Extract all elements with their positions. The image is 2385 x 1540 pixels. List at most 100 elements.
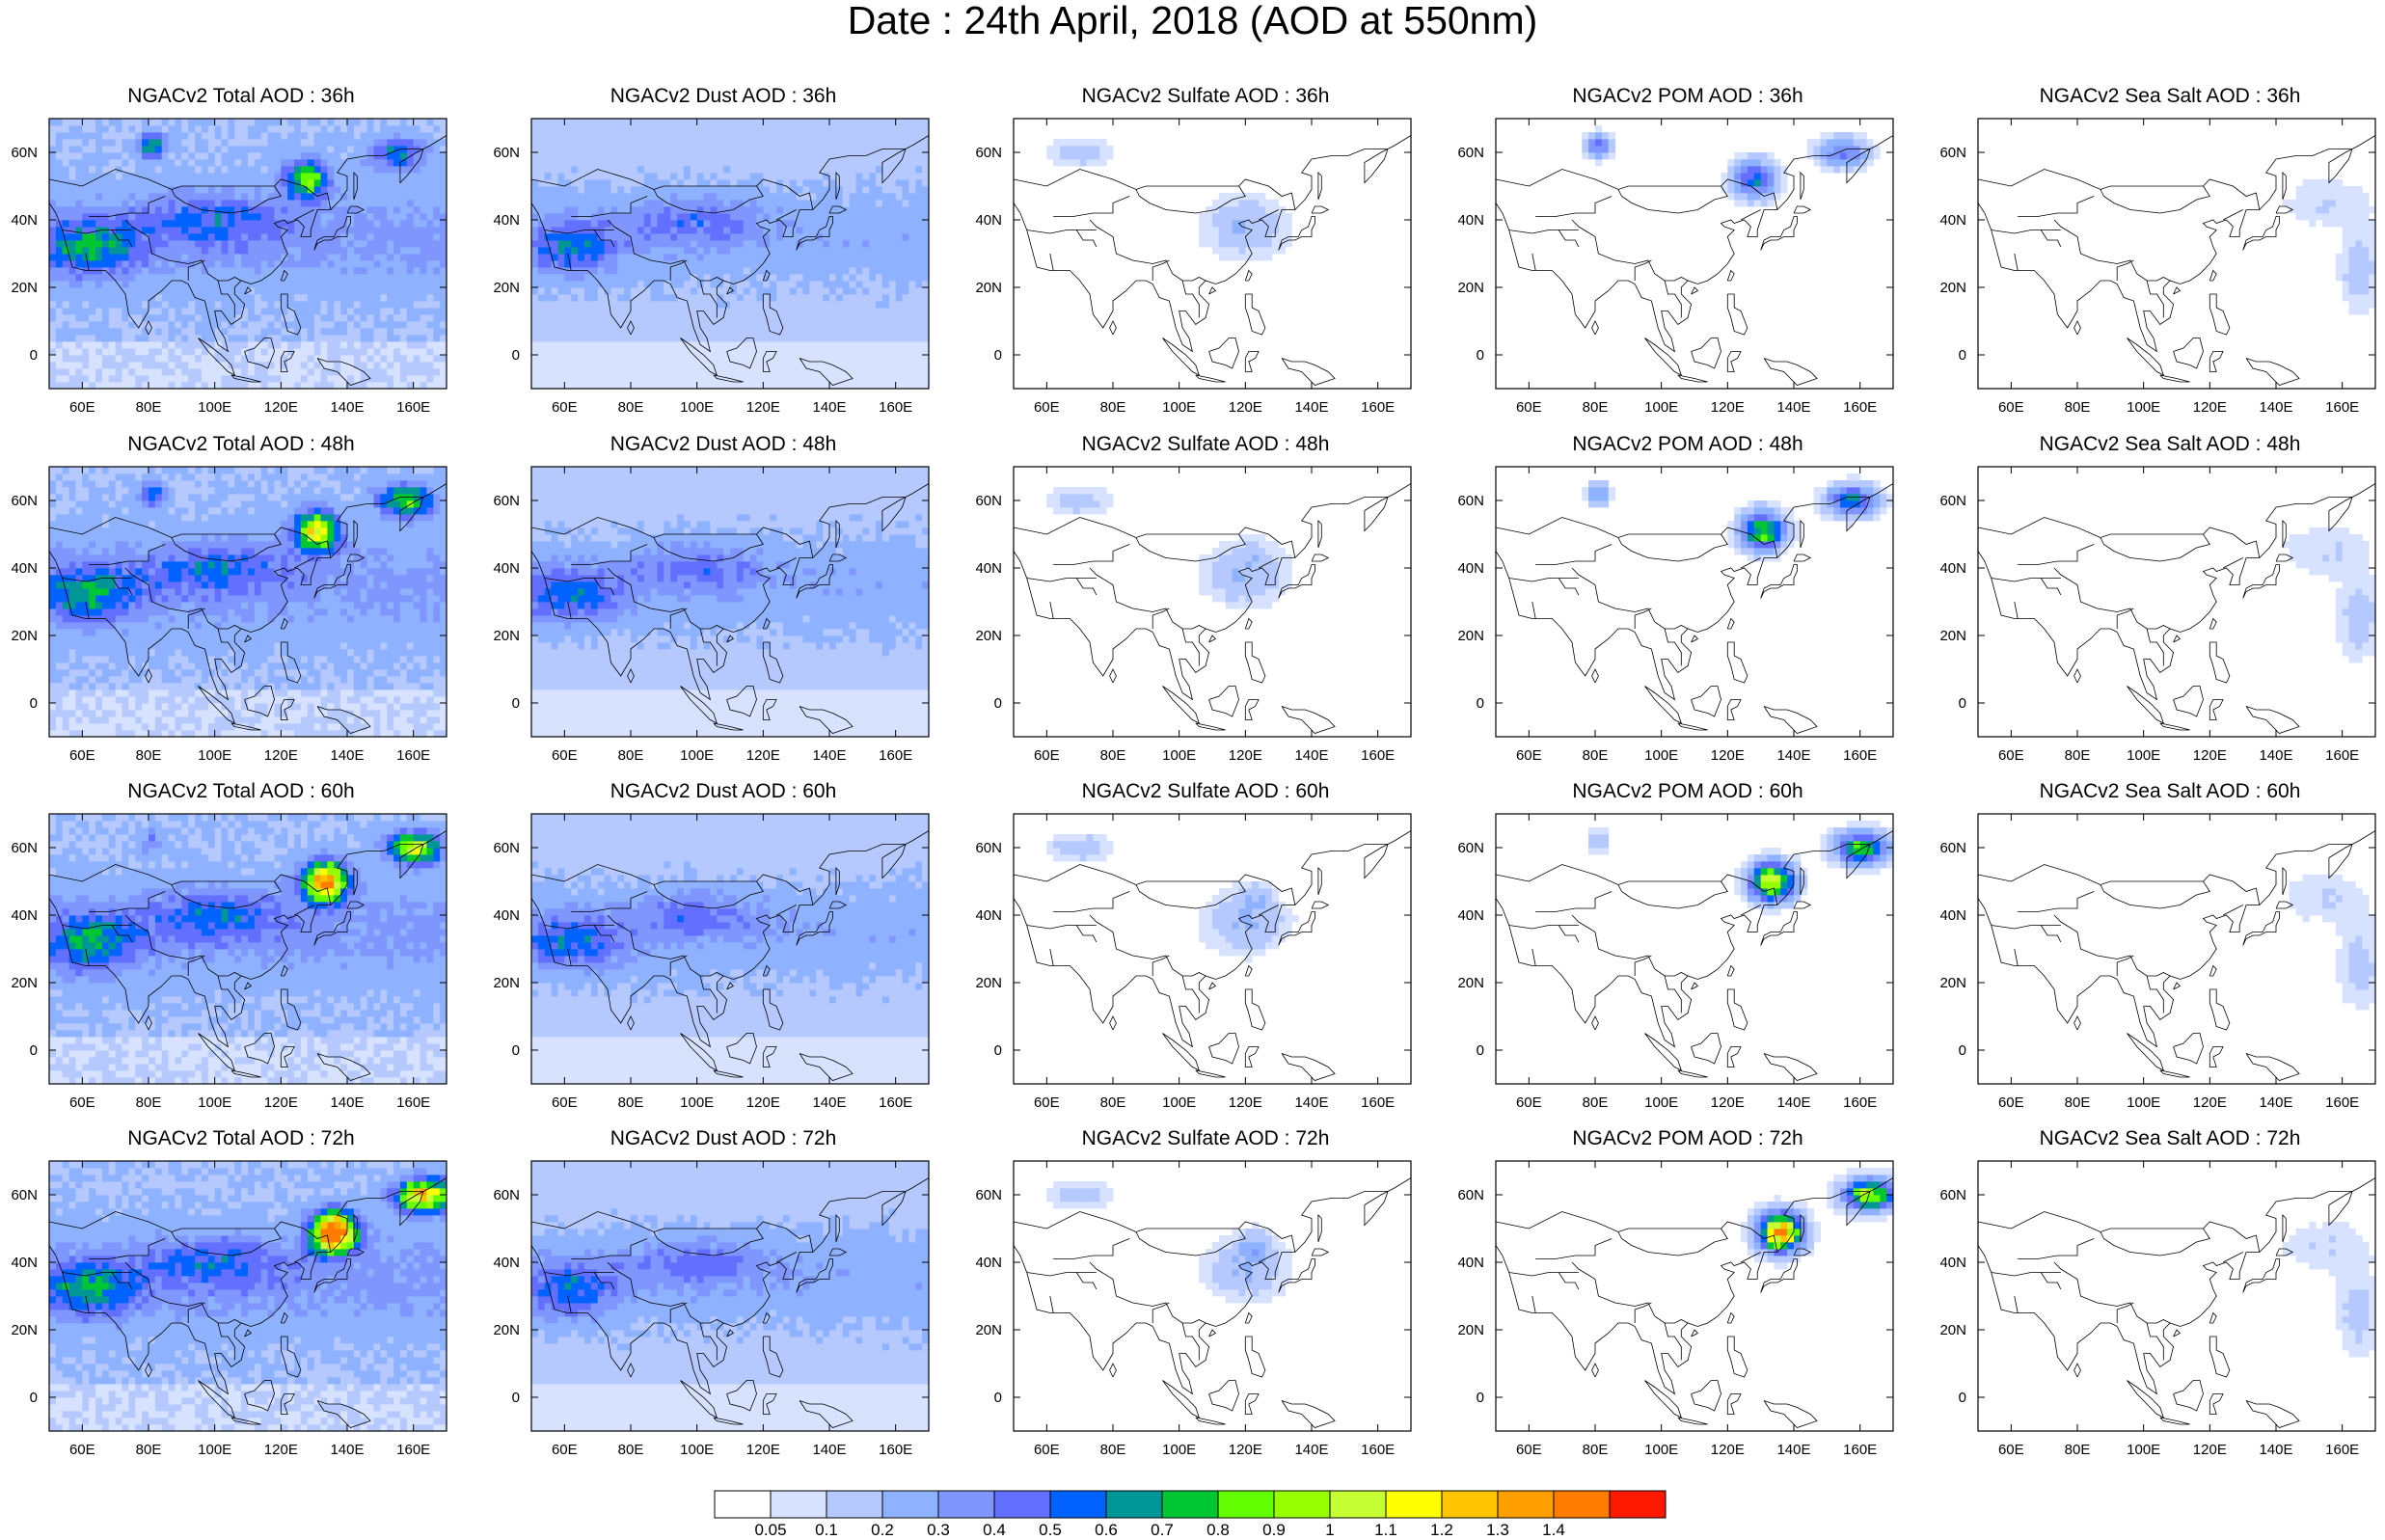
aod-cell: [896, 260, 903, 267]
aod-cell: [347, 186, 354, 193]
aod-cell: [380, 294, 387, 301]
aod-cell: [922, 139, 929, 146]
aod-cell: [538, 179, 545, 186]
aod-cell: [876, 267, 882, 274]
aod-cell: [102, 260, 109, 267]
aod-cell: [1080, 146, 1087, 152]
aod-cell: [440, 328, 447, 335]
aod-cell: [440, 254, 447, 260]
aod-cell: [301, 375, 308, 382]
aod-cell: [538, 274, 545, 281]
aod-cell: [610, 301, 617, 308]
aod-cell: [552, 382, 558, 389]
aod-cell: [750, 159, 757, 166]
aod-cell: [605, 159, 611, 166]
aod-cell: [624, 119, 631, 125]
aod-cell: [876, 240, 882, 247]
aod-cell: [426, 240, 433, 247]
aod-cell: [903, 281, 909, 287]
aod-cell: [631, 368, 637, 375]
aod-cell: [374, 206, 381, 213]
aod-cell: [69, 308, 76, 314]
aod-cell: [334, 335, 340, 341]
aod-cell: [261, 240, 268, 247]
aod-cell: [684, 173, 691, 179]
aod-cell: [162, 200, 169, 206]
aod-cell: [823, 368, 829, 375]
aod-cell: [869, 200, 876, 206]
aod-cell: [188, 227, 195, 233]
aod-cell: [407, 328, 414, 335]
aod-cell: [684, 125, 691, 132]
aod-cell: [367, 335, 374, 341]
aod-cell: [677, 240, 684, 247]
y-tick-label: 60N: [493, 145, 520, 161]
aod-cell: [710, 341, 717, 348]
aod-cell: [241, 362, 248, 368]
aod-cell: [750, 125, 757, 132]
aod-cell: [823, 206, 829, 213]
aod-cell: [850, 206, 856, 213]
aod-cell: [882, 362, 889, 368]
aod-cell: [49, 260, 56, 267]
aod-cell: [354, 341, 361, 348]
aod-cell: [908, 274, 915, 281]
aod-cell: [426, 227, 433, 233]
aod-cell: [704, 240, 711, 247]
aod-cell: [361, 308, 367, 314]
aod-cell: [109, 159, 116, 166]
aod-cell: [215, 173, 222, 179]
aod-cell: [347, 321, 354, 328]
aod-cell: [836, 146, 843, 152]
aod-cell: [598, 294, 605, 301]
aod-cell: [552, 341, 558, 348]
aod-cell: [564, 159, 571, 166]
aod-cell: [162, 308, 169, 314]
aod-cell: [631, 308, 637, 314]
aod-cell: [314, 139, 321, 146]
aod-cell: [116, 247, 122, 254]
aod-cell: [82, 287, 89, 294]
aod-cell: [903, 159, 909, 166]
aod-cell: [176, 274, 182, 281]
aod-cell: [750, 328, 757, 335]
aod-cell: [651, 294, 658, 301]
aod-cell: [374, 362, 381, 368]
aod-cell: [255, 125, 261, 132]
aod-cell: [400, 328, 407, 335]
aod-cell: [644, 335, 651, 341]
aod-cell: [598, 382, 605, 389]
aod-cell: [856, 119, 863, 125]
aod-cell: [545, 281, 552, 287]
aod-cell: [862, 159, 869, 166]
aod-cell: [234, 341, 241, 348]
aod-cell: [677, 362, 684, 368]
aod-cell: [169, 382, 176, 389]
aod-cell: [234, 382, 241, 389]
aod-cell: [56, 355, 63, 362]
aod-cell: [222, 281, 229, 287]
aod-cell: [783, 213, 790, 220]
aod-cell: [856, 368, 863, 375]
aod-cell: [400, 301, 407, 308]
aod-cell: [797, 125, 803, 132]
aod-cell: [677, 173, 684, 179]
aod-cell: [829, 281, 836, 287]
aod-cell: [281, 382, 287, 389]
aod-cell: [393, 213, 400, 220]
aod-cell: [856, 348, 863, 355]
aod-cell: [169, 247, 176, 254]
aod-cell: [387, 294, 393, 301]
aod-cell: [922, 281, 929, 287]
aod-cell: [393, 287, 400, 294]
aod-cell: [664, 355, 670, 362]
aod-cell: [202, 382, 208, 389]
aod-cell: [387, 267, 393, 274]
aod-cell: [617, 233, 624, 240]
aod-cell: [617, 152, 624, 159]
aod-cell: [651, 159, 658, 166]
aod-cell: [188, 328, 195, 335]
aod-cell: [896, 233, 903, 240]
aod-cell: [850, 348, 856, 355]
aod-cell: [578, 375, 584, 382]
